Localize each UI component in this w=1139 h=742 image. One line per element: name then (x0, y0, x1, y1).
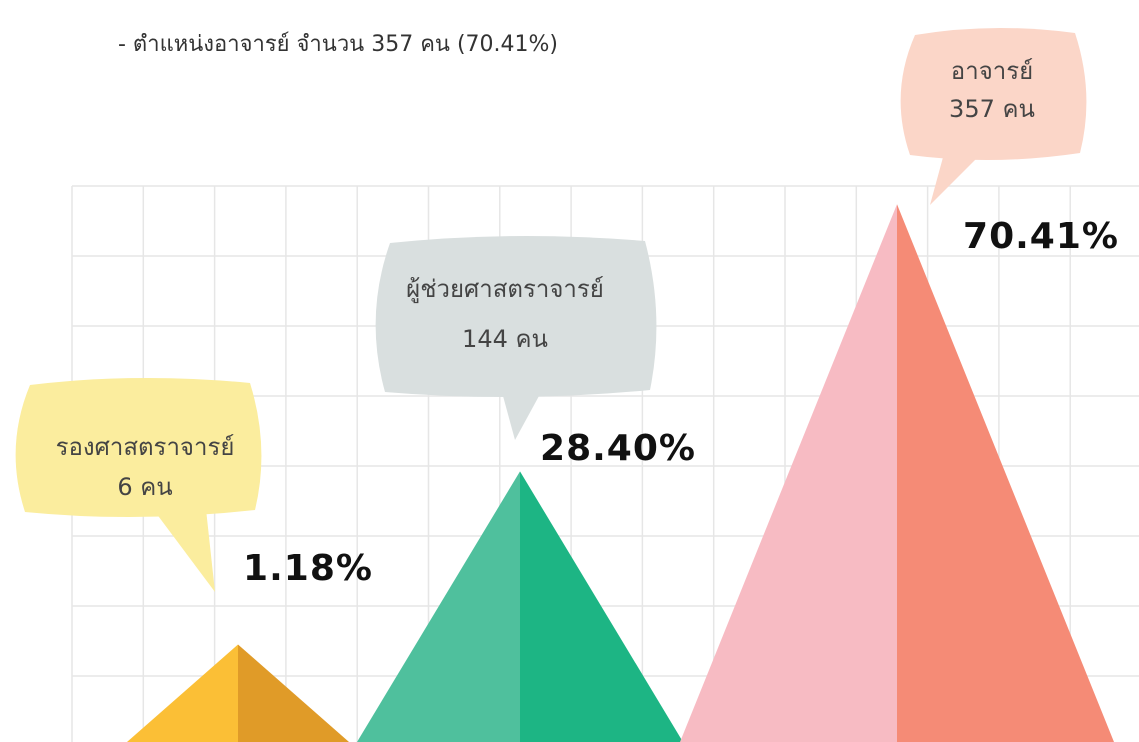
bubble-tail (930, 150, 985, 205)
speech-bubble (375, 235, 657, 398)
bubble-tail (500, 385, 545, 440)
triangle-left (680, 204, 897, 742)
category-label: ผู้ช่วยศาสตราจารย์ (406, 275, 604, 304)
triangle-left (357, 471, 520, 742)
value-label: 70.41% (963, 216, 1119, 257)
category-label: รองศาสตราจารย์ (56, 433, 235, 461)
triangle-right (238, 644, 349, 742)
subtitle: - ตำแหน่งอาจารย์ จำนวน 357 คน (70.41%) (118, 32, 558, 57)
value-label: 28.40% (540, 428, 696, 469)
bubble-tail (150, 500, 215, 592)
count-label: 144 คน (462, 325, 548, 353)
speech-bubble (900, 27, 1087, 161)
triangle-right (897, 204, 1114, 742)
count-label: 6 คน (117, 473, 172, 501)
triangle-left (127, 644, 238, 742)
triangle-right (520, 471, 683, 742)
value-label: 1.18% (243, 548, 373, 589)
speech-bubble (15, 377, 262, 518)
count-label: 357 คน (949, 95, 1035, 123)
category-label: อาจารย์ (951, 57, 1033, 85)
